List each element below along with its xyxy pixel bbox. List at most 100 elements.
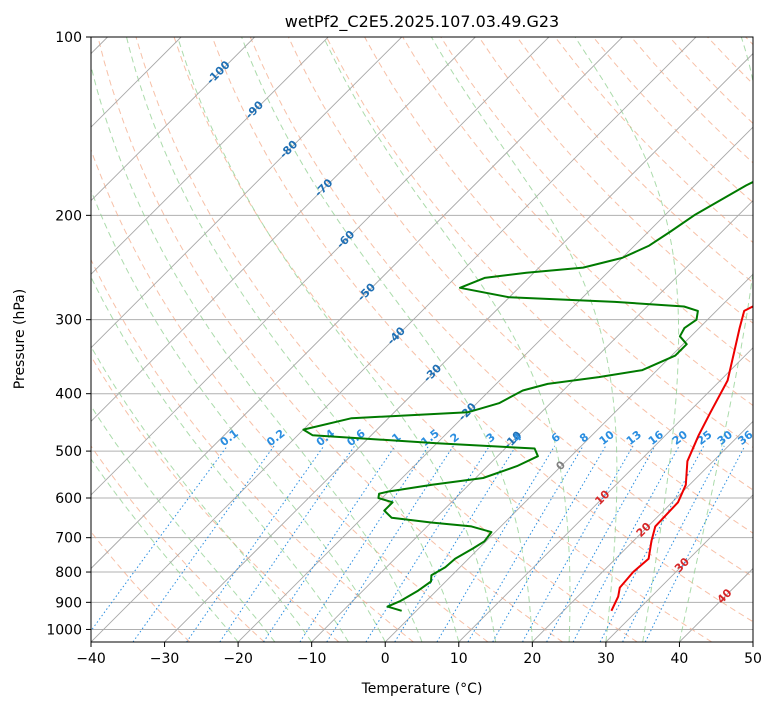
mixing-ratio-line: [219, 445, 356, 642]
moist-adiabats: [91, 37, 753, 642]
isotherm-line: [91, 37, 550, 496]
isotherm-line: [605, 494, 753, 642]
x-tick-label: −40: [76, 651, 106, 667]
dry-adiabat-line: [91, 445, 265, 642]
moist-adiabat-line: [241, 37, 533, 642]
moist-adiabat-line: [91, 405, 276, 642]
y-axis-ticks: 100 200 300 400 500 600 700 800 900 1000: [46, 30, 91, 638]
x-tick-label: 20: [523, 651, 541, 667]
mixing-ratio-line: [572, 445, 680, 642]
dry-adiabat-line: [91, 355, 340, 642]
y-tick-label: 400: [55, 387, 82, 403]
mixing-ratio-label: 13: [624, 428, 644, 448]
dry-adiabat-line: [669, 37, 753, 125]
mixing-ratio-label: 3: [484, 430, 498, 445]
x-axis-ticks: −40 −30 −20 −10 0 10 20 30 40 50: [76, 642, 762, 667]
isotherm-label: 40: [715, 586, 735, 606]
isotherm-line: [91, 37, 403, 349]
y-tick-label: 600: [55, 491, 82, 507]
y-tick-label: 300: [55, 313, 82, 329]
dry-adiabat-line: [287, 37, 753, 534]
mixing-ratio-line: [644, 445, 746, 642]
isotherm-line: [91, 37, 697, 642]
moist-adiabat-line: [678, 37, 753, 642]
mixing-ratio-label: 30: [715, 428, 735, 448]
chart-title: wetPf2_C2E5.2025.107.03.49.G23: [285, 12, 559, 32]
moist-adiabat-line: [91, 345, 313, 642]
isotherm-label: -90: [243, 98, 266, 121]
y-tick-label: 700: [55, 531, 82, 547]
mixing-ratio-line: [467, 445, 584, 642]
mixing-ratio-label: 10: [597, 428, 617, 448]
moist-adiabat-line: [177, 37, 497, 642]
isotherm-line: [91, 37, 329, 275]
isotherm-line: [679, 567, 753, 642]
dry-adiabat-line: [91, 258, 414, 642]
moist-adiabat-line: [91, 458, 239, 642]
dry-adiabat-line: [97, 37, 563, 642]
mixing-ratio-line: [394, 445, 517, 642]
mixing-ratio-line: [91, 445, 228, 632]
dry-adiabat-line: [326, 37, 753, 491]
isotherm-line: [91, 37, 255, 202]
x-tick-label: 0: [381, 651, 390, 667]
isotherm-label: -80: [277, 138, 300, 161]
x-tick-label: 50: [744, 651, 762, 667]
isotherm-line: [458, 347, 753, 642]
y-axis-label: Pressure (hPa): [12, 289, 28, 389]
x-tick-label: 10: [450, 651, 468, 667]
dry-adiabat-line: [592, 37, 753, 204]
isotherm-gridlines: [91, 37, 753, 642]
isotherm-line: [91, 37, 476, 422]
mixing-ratio-label: 0.4: [314, 427, 338, 449]
isotherm-line: [384, 273, 753, 642]
dry-adiabats: [91, 37, 753, 642]
mixing-ratio-line: [546, 445, 656, 642]
mixing-ratio-line: [522, 445, 634, 642]
isotherm-line: [752, 641, 753, 642]
y-tick-label: 800: [55, 565, 82, 581]
mixing-ratio-label: 0.1: [218, 427, 241, 449]
dry-adiabat-line: [554, 37, 753, 244]
y-tick-label: 200: [55, 208, 82, 224]
isotherm-label: -70: [312, 176, 335, 199]
dry-adiabat-line: [91, 531, 191, 642]
dry-adiabat-line: [745, 37, 753, 46]
isotherm-line: [91, 37, 623, 570]
isotherm-label: 10: [592, 487, 612, 507]
isotherm-label: 0: [553, 458, 568, 473]
moist-adiabat-line: [323, 37, 571, 642]
y-tick-label: 100: [55, 30, 82, 46]
y-tick-label: 1000: [46, 622, 82, 638]
mixing-ratio-label: 16: [646, 428, 666, 448]
mixing-ratio-line: [436, 445, 556, 642]
isotherm-line: [532, 420, 753, 642]
isotherm-line: [164, 52, 753, 642]
mixing-ratio-line: [326, 445, 454, 642]
moist-adiabat-line: [91, 275, 349, 642]
moist-adiabat-line: [430, 37, 618, 642]
moist-adiabat-line: [574, 37, 680, 642]
mixing-ratio-line: [365, 445, 490, 642]
plot-frame: [90, 36, 754, 643]
mixing-ratio-line: [132, 445, 275, 642]
dry-adiabat-line: [249, 37, 753, 578]
sounding-line: [610, 305, 753, 612]
sounding-line: [302, 180, 753, 612]
mixing-ratio-label: 1: [390, 430, 404, 445]
dry-adiabat-line: [173, 37, 713, 642]
dry-adiabat-line: [478, 37, 753, 324]
dry-adiabat-line: [440, 37, 753, 365]
dry-adiabat-line: [91, 148, 489, 642]
x-tick-label: 40: [671, 651, 689, 667]
moist-adiabat-line: [126, 37, 460, 642]
mixing-ratio-lines: [91, 445, 746, 642]
dry-adiabat-line: [135, 37, 638, 642]
mixing-ratio-line: [263, 445, 396, 642]
dry-adiabat-line: [211, 37, 753, 623]
isotherm-label: -50: [355, 280, 378, 303]
mixing-ratio-label: 36: [736, 428, 756, 448]
x-tick-label: −10: [297, 651, 327, 667]
